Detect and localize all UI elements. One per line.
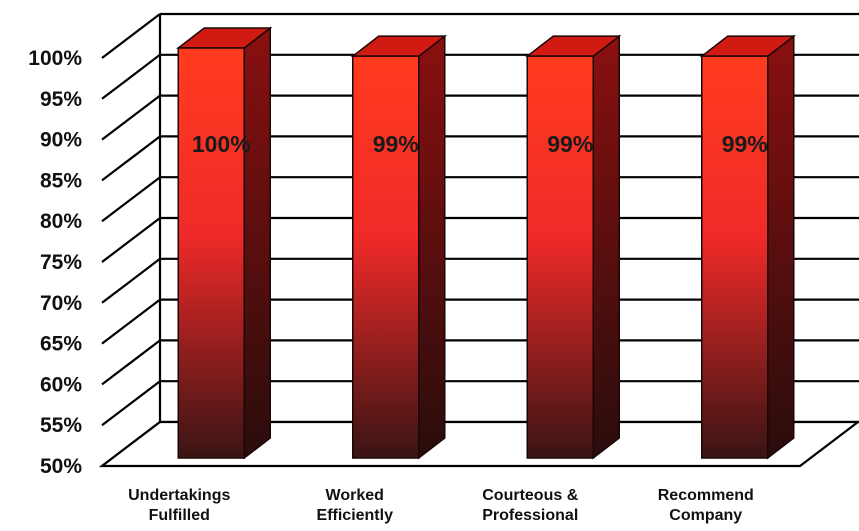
data-label: 99% [373, 131, 419, 157]
gridline-wall [101, 298, 161, 345]
x-tick-label: Professional [482, 507, 578, 524]
bar-side [418, 34, 446, 460]
gridline-wall [101, 94, 161, 141]
x-tick-label: Undertakings [128, 487, 230, 504]
bar [525, 34, 622, 460]
gridline-wall [101, 176, 161, 223]
bar [176, 26, 273, 460]
bar-side [592, 34, 620, 460]
label-layer: 50% 55% 60% 65% 70% 75% 80% 85% 90% 95% 100% 100% Un… [28, 47, 767, 524]
chart-floor [98, 420, 859, 468]
y-tick-label: 100% [28, 47, 82, 70]
axis-layer [98, 14, 859, 468]
bar-front [701, 55, 769, 459]
y-tick-label: 90% [40, 129, 82, 152]
bar-layer [176, 26, 796, 460]
bar-front [526, 55, 594, 459]
x-tick-label: Recommend [658, 487, 754, 504]
gridline-wall [101, 380, 161, 427]
y-tick-label: 95% [40, 88, 82, 111]
data-label: 100% [192, 131, 251, 157]
x-tick-label: Worked [326, 487, 384, 504]
bar [350, 34, 447, 460]
y-tick-label: 80% [40, 210, 82, 233]
bar-front [177, 47, 245, 459]
bar [699, 34, 796, 460]
gridline-wall [101, 135, 161, 182]
y-tick-label: 70% [40, 292, 82, 315]
gridline-wall [101, 13, 161, 59]
bar-front [352, 55, 420, 459]
y-tick-label: 60% [40, 373, 82, 396]
x-tick-label: Courteous & [482, 487, 578, 504]
gridline-wall [101, 339, 161, 386]
y-tick-label: 75% [40, 251, 82, 274]
x-tick-label: Fulfilled [149, 507, 210, 524]
bar-side [767, 34, 795, 460]
x-tick-label: Company [669, 507, 742, 524]
gridline-wall [101, 217, 161, 263]
y-tick-label: 85% [40, 169, 82, 192]
x-tick-label: Efficiently [317, 507, 394, 524]
y-tick-label: 50% [40, 455, 82, 478]
gridline-wall [101, 257, 161, 304]
gridline-wall [101, 53, 161, 100]
y-tick-label: 55% [40, 414, 82, 437]
data-label: 99% [722, 131, 768, 157]
data-label: 99% [547, 131, 593, 157]
bar-side [243, 26, 271, 460]
y-tick-label: 65% [40, 333, 82, 356]
